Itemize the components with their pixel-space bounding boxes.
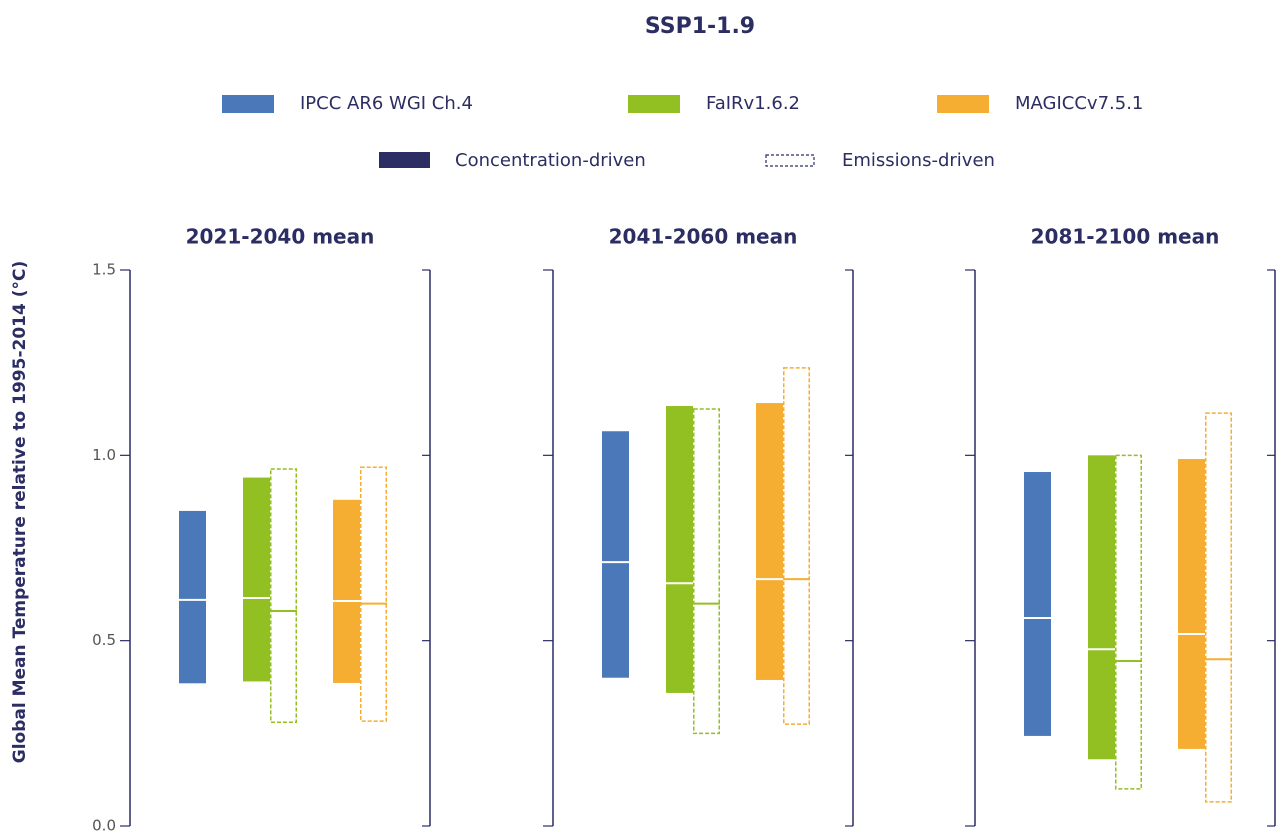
range-bar [783,367,810,725]
range-bar [333,499,360,683]
range-bar [243,477,270,682]
range-bar [360,466,387,722]
legend-label: Emissions-driven [842,150,995,171]
chart-title: SSP1-1.9 [645,14,755,39]
legend-label: FaIRv1.6.2 [706,93,800,114]
legend-swatch [937,95,989,113]
range-bar [1115,454,1142,790]
panel-title: 2041-2060 mean [609,225,798,249]
legend-swatch [379,152,430,168]
range-bar [270,468,297,723]
legend-swatch [222,95,274,113]
y-tick-label: 1.0 [92,446,116,464]
y-tick-label: 0.0 [92,817,116,834]
legend-swatch [765,154,815,167]
y-tick-label: 1.5 [92,261,116,279]
range-bar [1205,412,1232,803]
y-axis-label: Global Mean Temperature relative to 1995… [10,261,30,764]
legend-label: MAGICCv7.5.1 [1015,93,1143,114]
legend-swatch [628,95,680,113]
range-bar [756,403,783,680]
panel-title: 2081-2100 mean [1031,225,1220,249]
range-bar [179,510,206,684]
range-bar [693,408,720,735]
panel-title: 2021-2040 mean [186,225,375,249]
legend-label: IPCC AR6 WGI Ch.4 [300,93,473,114]
range-bar [666,406,693,693]
y-tick-label: 0.5 [92,631,116,649]
legend-label: Concentration-driven [455,150,646,171]
range-bar [1088,455,1115,760]
range-bar [1024,472,1051,736]
range-bar [602,431,629,678]
range-bar [1178,459,1205,749]
